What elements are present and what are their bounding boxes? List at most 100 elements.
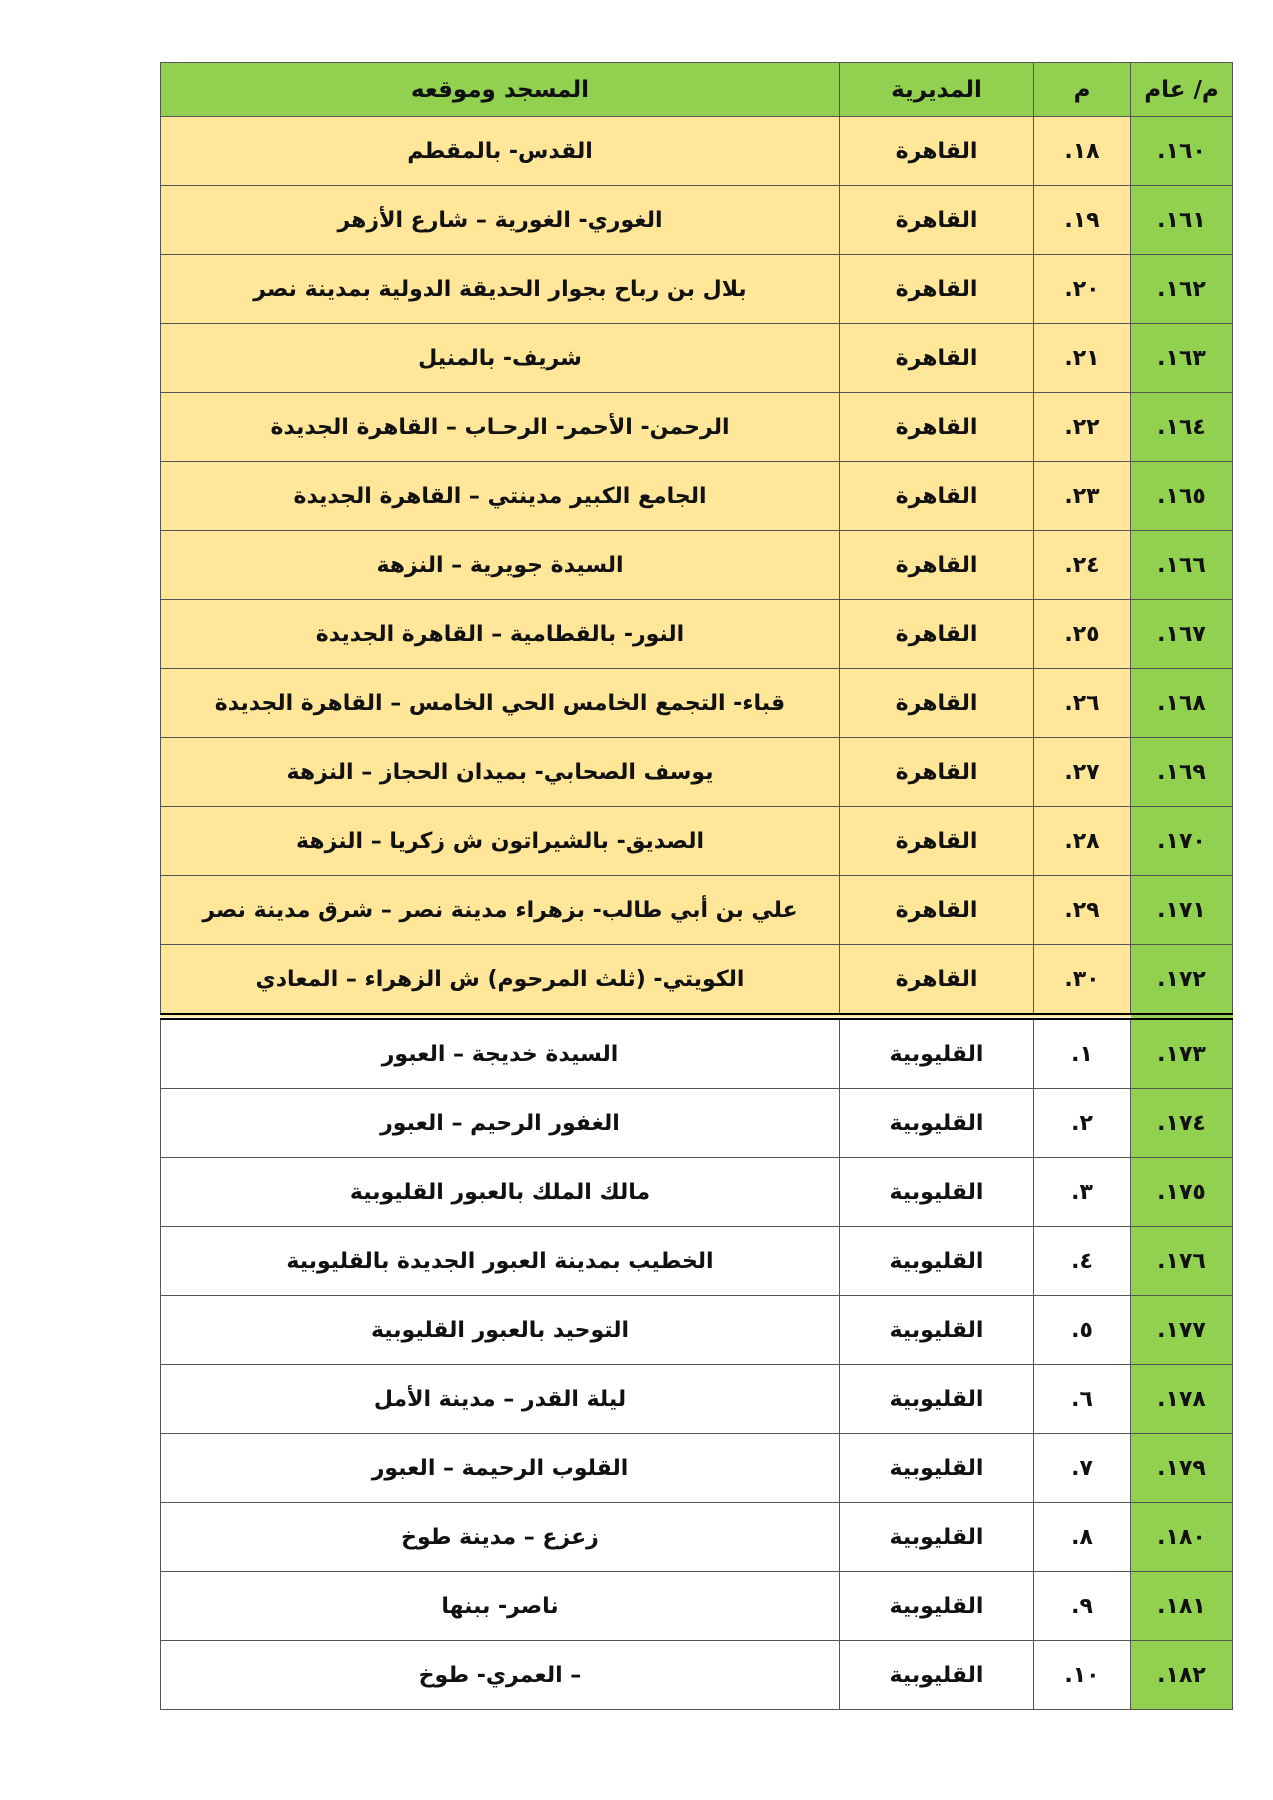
general-no-cell: ١٧٧.: [1130, 1295, 1233, 1365]
no-cell: ٩.: [1033, 1571, 1131, 1641]
no-cell: ٢١.: [1033, 323, 1131, 393]
no-cell: ١.: [1033, 1016, 1131, 1089]
table-row: ١٦٦. ٢٤. القاهرة السيدة جويرية – النزهة: [160, 530, 1233, 600]
mosque-cell: بلال بن رباح بجوار الحديقة الدولية بمدين…: [160, 254, 840, 324]
table-row: ١٧٢. ٣٠. القاهرة الكويتي- (ثلث المرحوم) ش ا…: [160, 944, 1233, 1020]
mosque-cell: الغوري- الغورية – شارع الأزهر: [160, 185, 840, 255]
table-row: ١٧٠. ٢٨. القاهرة الصديق- بالشيراتون ش زكريا…: [160, 806, 1233, 876]
general-no-cell: ١٧٦.: [1130, 1226, 1233, 1296]
no-cell: ٨.: [1033, 1502, 1131, 1572]
directorate-cell: القليوبية: [839, 1640, 1034, 1710]
general-no-cell: ١٦٢.: [1130, 254, 1233, 324]
directorate-cell: القليوبية: [839, 1433, 1034, 1503]
table-row: ١٦١. ١٩. القاهرة الغوري- الغورية – شارع الأ…: [160, 185, 1233, 255]
mosque-cell: قباء- التجمع الخامس الحي الخامس – القاهر…: [160, 668, 840, 738]
table-row: ١٦٤. ٢٢. القاهرة الرحمن- الأحمر- الرحـاب – …: [160, 392, 1233, 462]
table-row: ١٦٥. ٢٣. القاهرة الجامع الكبير مدينتي – الق…: [160, 461, 1233, 531]
table-row: ١٧١. ٢٩. القاهرة علي بن أبي طالب- بزهراء مد…: [160, 875, 1233, 945]
no-cell: ٦.: [1033, 1364, 1131, 1434]
general-no-cell: ١٦٧.: [1130, 599, 1233, 669]
mosque-cell: مالك الملك بالعبور القليوبية: [160, 1157, 840, 1227]
mosque-cell: التوحيد بالعبور القليوبية: [160, 1295, 840, 1365]
table-row: ١٧٨. ٦. القليوبية ليلة القدر – مدينة الأمل: [160, 1364, 1233, 1434]
mosque-cell: شريف- بالمنيل: [160, 323, 840, 393]
header-directorate: المديرية: [839, 62, 1034, 117]
general-no-cell: ١٦٩.: [1130, 737, 1233, 807]
general-no-cell: ١٦٨.: [1130, 668, 1233, 738]
no-cell: ٥.: [1033, 1295, 1131, 1365]
table-row: ١٧٦. ٤. القليوبية الخطيب بمدينة العبور الجد…: [160, 1226, 1233, 1296]
general-no-cell: ١٦٥.: [1130, 461, 1233, 531]
mosque-cell: السيدة جويرية – النزهة: [160, 530, 840, 600]
header-mosque: المسجد وموقعه: [160, 62, 840, 117]
table-row: ١٦٨. ٢٦. القاهرة قباء- التجمع الخامس الحي ا…: [160, 668, 1233, 738]
table-row: ١٦٧. ٢٥. القاهرة النور- بالقطامية – القاهرة…: [160, 599, 1233, 669]
directorate-cell: القليوبية: [839, 1571, 1034, 1641]
directorate-cell: القاهرة: [839, 875, 1034, 945]
no-cell: ٢٨.: [1033, 806, 1131, 876]
no-cell: ٢٤.: [1033, 530, 1131, 600]
mosque-cell: – العمري- طوخ: [160, 1640, 840, 1710]
general-no-cell: ١٧٥.: [1130, 1157, 1233, 1227]
mosque-cell: الصديق- بالشيراتون ش زكريا – النزهة: [160, 806, 840, 876]
table-row: ١٦٠. ١٨. القاهرة القدس- بالمقطم: [160, 116, 1233, 186]
mosque-cell: النور- بالقطامية – القاهرة الجديدة: [160, 599, 840, 669]
directorate-cell: القاهرة: [839, 392, 1034, 462]
directorate-cell: القاهرة: [839, 323, 1034, 393]
general-no-cell: ١٧١.: [1130, 875, 1233, 945]
general-no-cell: ١٧٢.: [1130, 944, 1233, 1020]
no-cell: ٧.: [1033, 1433, 1131, 1503]
directorate-cell: القليوبية: [839, 1226, 1034, 1296]
header-general-no: م/ عام: [1130, 62, 1233, 117]
mosques-table: م/ عام م المديرية المسجد وموقعه ١٦٠. ١٨. ا…: [160, 62, 1233, 1710]
header-row: م/ عام م المديرية المسجد وموقعه: [160, 62, 1233, 117]
no-cell: ٣.: [1033, 1157, 1131, 1227]
mosque-cell: يوسف الصحابي- بميدان الحجاز – النزهة: [160, 737, 840, 807]
directorate-cell: القاهرة: [839, 599, 1034, 669]
directorate-cell: القاهرة: [839, 185, 1034, 255]
header-no: م: [1033, 62, 1131, 117]
no-cell: ٢٥.: [1033, 599, 1131, 669]
no-cell: ٢.: [1033, 1088, 1131, 1158]
directorate-cell: القاهرة: [839, 806, 1034, 876]
table-row: ١٧٥. ٣. القليوبية مالك الملك بالعبور القليو…: [160, 1157, 1233, 1227]
directorate-cell: القليوبية: [839, 1157, 1034, 1227]
mosque-cell: القلوب الرحيمة – العبور: [160, 1433, 840, 1503]
general-no-cell: ١٦٣.: [1130, 323, 1233, 393]
mosque-cell: الكويتي- (ثلث المرحوم) ش الزهراء – المعا…: [160, 944, 840, 1020]
mosque-cell: علي بن أبي طالب- بزهراء مدينة نصر – شرق …: [160, 875, 840, 945]
no-cell: ١٩.: [1033, 185, 1131, 255]
general-no-cell: ١٧٨.: [1130, 1364, 1233, 1434]
no-cell: ١٨.: [1033, 116, 1131, 186]
table-row: ١٧٣. ١. القليوبية السيدة خديجة – العبور: [160, 1016, 1233, 1089]
general-no-cell: ١٦١.: [1130, 185, 1233, 255]
no-cell: ٢٢.: [1033, 392, 1131, 462]
mosque-cell: الغفور الرحيم – العبور: [160, 1088, 840, 1158]
mosque-cell: ناصر- ببنها: [160, 1571, 840, 1641]
table-row: ١٦٢. ٢٠. القاهرة بلال بن رباح بجوار الحديقة…: [160, 254, 1233, 324]
directorate-cell: القاهرة: [839, 461, 1034, 531]
general-no-cell: ١٨١.: [1130, 1571, 1233, 1641]
table-row: ١٨٢. ١٠. القليوبية – العمري- طوخ: [160, 1640, 1233, 1710]
general-no-cell: ١٨٢.: [1130, 1640, 1233, 1710]
no-cell: ١٠.: [1033, 1640, 1131, 1710]
directorate-cell: القليوبية: [839, 1364, 1034, 1434]
general-no-cell: ١٦٤.: [1130, 392, 1233, 462]
general-no-cell: ١٧٤.: [1130, 1088, 1233, 1158]
general-no-cell: ١٦٦.: [1130, 530, 1233, 600]
no-cell: ٢٦.: [1033, 668, 1131, 738]
directorate-cell: القليوبية: [839, 1088, 1034, 1158]
table-row: ١٨٠. ٨. القليوبية زعزع – مدينة طوخ: [160, 1502, 1233, 1572]
directorate-cell: القاهرة: [839, 530, 1034, 600]
general-no-cell: ١٦٠.: [1130, 116, 1233, 186]
directorate-cell: القاهرة: [839, 944, 1034, 1020]
no-cell: ٣٠.: [1033, 944, 1131, 1020]
no-cell: ٢٣.: [1033, 461, 1131, 531]
mosque-cell: الرحمن- الأحمر- الرحـاب – القاهرة الجديد…: [160, 392, 840, 462]
no-cell: ٢٠.: [1033, 254, 1131, 324]
directorate-cell: القليوبية: [839, 1502, 1034, 1572]
directorate-cell: القاهرة: [839, 737, 1034, 807]
directorate-cell: القليوبية: [839, 1016, 1034, 1089]
mosque-cell: زعزع – مدينة طوخ: [160, 1502, 840, 1572]
mosque-cell: الخطيب بمدينة العبور الجديدة بالقليوبية: [160, 1226, 840, 1296]
